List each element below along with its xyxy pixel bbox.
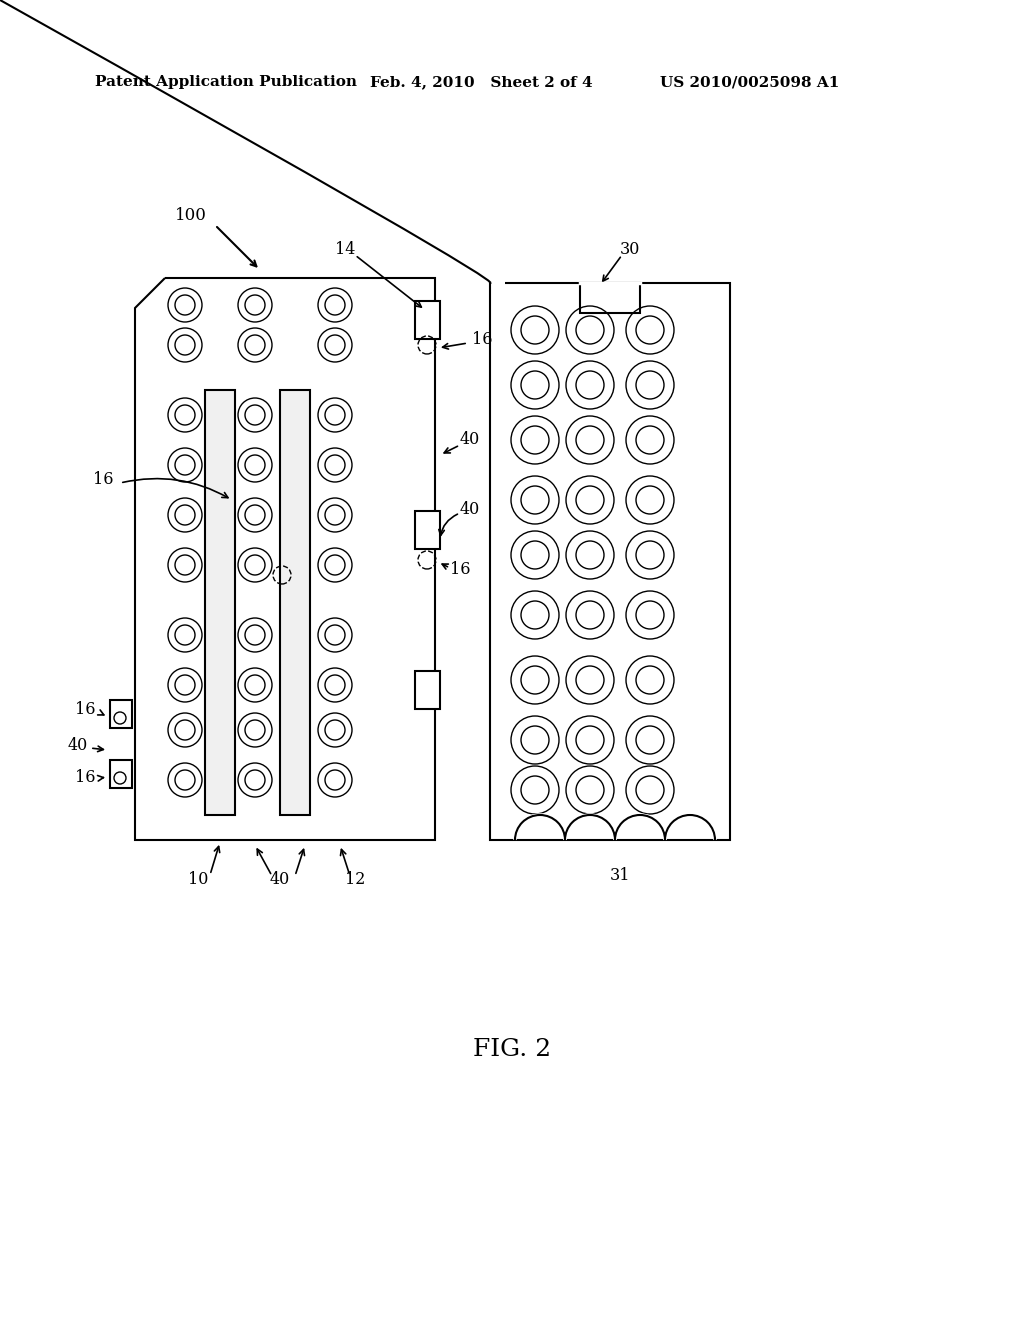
Text: 10: 10: [187, 871, 208, 888]
Text: 40: 40: [460, 502, 480, 519]
Text: 16: 16: [75, 770, 95, 787]
Bar: [205, 389, 234, 814]
Text: 16: 16: [450, 561, 470, 578]
Text: 16: 16: [472, 331, 493, 348]
Text: 100: 100: [175, 206, 207, 223]
Text: Patent Application Publication: Patent Application Publication: [95, 75, 357, 88]
Bar: [280, 389, 310, 814]
Bar: [110, 700, 132, 729]
Text: 30: 30: [620, 242, 640, 259]
PathPatch shape: [135, 279, 435, 840]
Text: 16: 16: [93, 471, 114, 488]
Bar: [415, 301, 440, 339]
Text: 40: 40: [68, 737, 88, 754]
Text: Feb. 4, 2010   Sheet 2 of 4: Feb. 4, 2010 Sheet 2 of 4: [370, 75, 593, 88]
Bar: [580, 282, 640, 313]
Text: 40: 40: [270, 871, 290, 888]
PathPatch shape: [0, 282, 730, 1320]
Bar: [415, 511, 440, 549]
Text: 16: 16: [75, 701, 95, 718]
Bar: [110, 760, 132, 788]
Text: 12: 12: [345, 871, 366, 888]
Text: US 2010/0025098 A1: US 2010/0025098 A1: [660, 75, 840, 88]
Text: 31: 31: [609, 866, 630, 883]
Text: FIG. 2: FIG. 2: [473, 1039, 551, 1061]
Text: 40: 40: [460, 432, 480, 449]
Bar: [415, 671, 440, 709]
Text: 14: 14: [335, 242, 355, 259]
